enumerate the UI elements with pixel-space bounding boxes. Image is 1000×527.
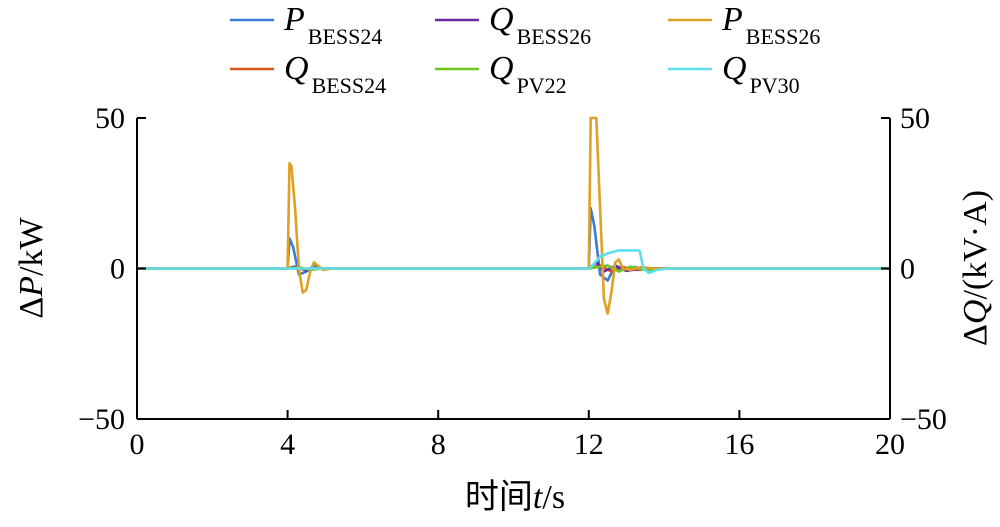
x-tick-label: 20 xyxy=(875,428,905,461)
legend-item-q-bess26: Q BESS26 xyxy=(435,1,591,49)
series-line-p-bess26 xyxy=(137,116,890,315)
x-axis-title: 时间t/s xyxy=(465,479,565,516)
series-line-q-bess26 xyxy=(137,261,890,273)
y-tick-label-left: 0 xyxy=(110,253,125,286)
x-tick-label: 0 xyxy=(130,428,145,461)
legend-label: P BESS24 xyxy=(283,1,382,49)
y-axis-title-right: ΔQ/(kV·A) xyxy=(957,190,994,346)
legend-item-p-bess24: P BESS24 xyxy=(230,1,382,49)
x-tick-label: 12 xyxy=(574,428,604,461)
plot-lines xyxy=(137,116,890,315)
legend: P BESS24 Q BESS26 P BESS26 Q BESS24 Q PV22 Q PV30 xyxy=(230,1,820,98)
y-tick-label-left: −50 xyxy=(78,403,125,436)
legend-label: Q PV22 xyxy=(489,50,567,98)
legend-label: Q BESS24 xyxy=(284,50,386,98)
y-tick-label-right: 50 xyxy=(900,102,930,135)
y-tick-label-right: 0 xyxy=(900,253,915,286)
x-tick-label: 4 xyxy=(280,428,295,461)
legend-label: Q PV30 xyxy=(722,50,800,98)
series-line-q-pv30 xyxy=(137,249,890,275)
legend-item-q-pv30: Q PV30 xyxy=(668,50,800,98)
x-tick-label: 16 xyxy=(724,428,754,461)
legend-item-q-bess24: Q BESS24 xyxy=(230,50,386,98)
legend-item-q-pv22: Q PV22 xyxy=(435,50,567,98)
legend-item-p-bess26: P BESS26 xyxy=(668,1,820,49)
y-axis-title-left: ΔP/kW xyxy=(13,216,50,318)
y-tick-label-right: −50 xyxy=(900,403,947,436)
legend-label: P BESS26 xyxy=(721,1,820,49)
legend-label: Q BESS26 xyxy=(489,1,591,49)
x-tick-label: 8 xyxy=(431,428,446,461)
y-tick-label-left: 50 xyxy=(95,102,125,135)
